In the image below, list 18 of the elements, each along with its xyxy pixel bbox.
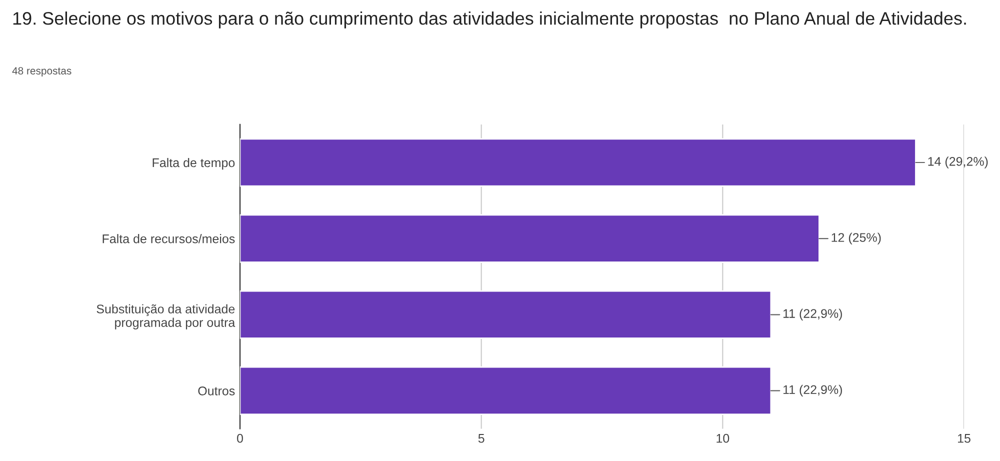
- data-label: 12 (25%): [832, 232, 881, 244]
- x-tick-label: 0: [237, 434, 243, 443]
- chart-title: 19. Selecione os motivos para o não cumprimento das atividades inicialmente propostas no Plano Anual de Atividades.: [13, 12, 966, 28]
- data-label: 11 (22,9%): [783, 308, 842, 320]
- bar: [240, 290, 772, 339]
- bar: [240, 138, 916, 187]
- bar: [240, 214, 820, 263]
- y-tick-label: Falta de recursos/meios: [102, 234, 235, 244]
- bar: [240, 366, 772, 415]
- x-tick-label: 10: [716, 434, 730, 443]
- y-tick-label: Outros: [198, 386, 235, 396]
- data-label: 14 (29,2%): [928, 156, 988, 168]
- y-tick-label: Substituição da atividade programada por outra: [96, 304, 236, 330]
- x-tick-label: 5: [478, 434, 484, 443]
- data-label: 11 (22,9%): [783, 384, 842, 397]
- y-tick-label: Falta de tempo: [152, 158, 235, 170]
- x-tick-label: 15: [958, 434, 970, 443]
- text: 48 respostas: [12, 67, 72, 77]
